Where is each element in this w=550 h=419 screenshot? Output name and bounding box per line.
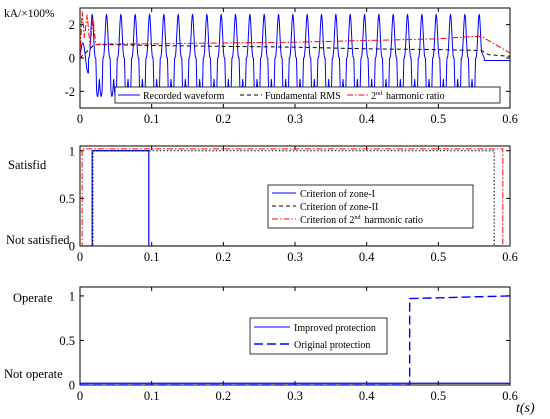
- series-zone-1: [80, 150, 510, 246]
- legend-waveform-label: Recorded waveform: [143, 91, 225, 102]
- xtick-label: 0: [77, 250, 83, 264]
- legend-improved-label: Improved protection: [294, 323, 376, 334]
- xtick-label: 0.6: [502, 250, 518, 264]
- panel-3-protection: 0 0.1 0.2 0.3 0.4 0.5 0.6 00.51 Operate Not op…: [4, 286, 535, 416]
- xtick-label: 0: [77, 112, 83, 126]
- ytick-label: -2: [65, 85, 75, 99]
- xtick-label: 0.4: [359, 389, 375, 403]
- legend-harmonic-criterion-label: Criterion of 2nd harmonic ratio: [300, 215, 423, 226]
- xtick-label: 0: [77, 389, 83, 403]
- ytick-label: 2: [69, 18, 75, 32]
- series-fundamental-rms: [80, 44, 510, 59]
- series-zone-2: [80, 150, 510, 246]
- ytick-label: 0: [69, 379, 75, 393]
- ytick-label: 1: [69, 144, 75, 158]
- ytick-label: 1: [69, 289, 75, 303]
- legend-zone-1-label: Criterion of zone-I: [300, 189, 375, 200]
- xtick-label: 0.5: [431, 250, 447, 264]
- panel-3-ytick-labels: 00.51: [59, 289, 75, 392]
- xtick-label: 0.1: [144, 112, 160, 126]
- ytick-label: 0.5: [59, 334, 75, 348]
- xtick-label: 0.6: [502, 389, 518, 403]
- legend-original-label: Original protection: [294, 340, 370, 351]
- legend-harmonic-label: 2nd harmonic ratio: [371, 91, 445, 102]
- panel-3-plot-area: [80, 295, 510, 385]
- panel-1-ytick-labels: -2 0 2: [65, 18, 75, 99]
- xtick-label: 0.4: [359, 250, 375, 264]
- panel-1-ticks: [79, 8, 511, 108]
- panel-2-label-satisfied: Satisfid: [8, 158, 47, 172]
- panel-3-legend: Improved protection Original protection: [249, 317, 388, 355]
- panel-2-criteria: 0 0.1 0.2 0.3 0.4 0.5 0.6 00.51 Satisfid Not s…: [6, 144, 518, 264]
- series-recorded-waveform: [80, 13, 510, 98]
- xtick-label: 0.6: [502, 112, 518, 126]
- xtick-label: 0.1: [144, 250, 160, 264]
- xtick-label: 0.5: [431, 389, 447, 403]
- xtick-label: 0.2: [216, 250, 232, 264]
- panel-3-xtick-labels: 0 0.1 0.2 0.3 0.4 0.5 0.6: [77, 389, 518, 403]
- panel-1-legend-box: [114, 86, 501, 104]
- ytick-label: 0.5: [59, 192, 75, 206]
- ytick-label: 0: [69, 240, 75, 254]
- ytick-label: 0: [69, 52, 75, 66]
- series-harmonic-ratio: [80, 11, 510, 59]
- xtick-label: 0.3: [287, 112, 303, 126]
- panel-1-waveform: kA/×100% 0 0.1 0.2 0.3 0.4 0.5 0.6 -202 Record…: [4, 7, 518, 126]
- panel-1-xtick-labels: 0 0.1 0.2 0.3 0.4 0.5 0.6: [77, 112, 518, 126]
- panel-3-label-not-operate: Not operate: [4, 367, 63, 381]
- xtick-label: 0.3: [287, 250, 303, 264]
- xtick-label: 0.5: [431, 112, 447, 126]
- xtick-label: 0.2: [216, 389, 232, 403]
- panel-2-ytick-labels: 00.51: [59, 144, 75, 253]
- panel-2-plot-area: [80, 148, 510, 246]
- panel-2-ticks: [79, 146, 511, 247]
- panel-1-ylabel: kA/×100%: [4, 8, 55, 20]
- series-original-protection: [80, 295, 510, 385]
- panel-2-xtick-labels: 0 0.1 0.2 0.3 0.4 0.5 0.6: [77, 250, 518, 264]
- xtick-label: 0.3: [287, 389, 303, 403]
- xtick-label: 0.4: [359, 112, 375, 126]
- legend-rms-label: Fundamental RMS: [265, 91, 341, 102]
- legend-zone-2-label: Criterion of zone-II: [300, 202, 378, 213]
- panel-3-label-operate: Operate: [13, 291, 53, 305]
- panel-3-legend-box: [249, 317, 388, 355]
- panel-2-legend-box: [267, 184, 474, 229]
- xtick-label: 0.1: [144, 389, 160, 403]
- panel-2-label-not-satisfied: Not satisfied: [6, 233, 70, 247]
- xtick-label: 0.2: [216, 112, 232, 126]
- panel-1-plot-area: [80, 11, 510, 98]
- panel-2-legend: Criterion of zone-I Criterion of zone-II…: [267, 184, 474, 229]
- panel-1-legend: Recorded waveform Fundamental RMS 2nd har…: [114, 86, 501, 104]
- x-axis-label: t(s): [516, 401, 535, 416]
